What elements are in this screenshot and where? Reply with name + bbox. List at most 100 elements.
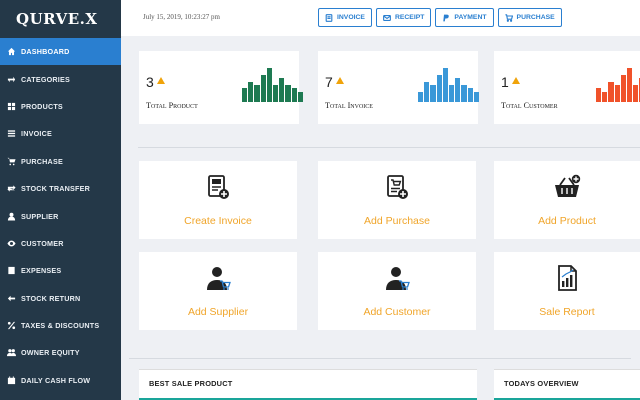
sparkline-chart: [596, 68, 640, 102]
sidebar-item-purchase[interactable]: PURCHASE: [0, 148, 121, 175]
sparkline-bar: [633, 85, 639, 102]
section-divider: [129, 358, 631, 359]
stat-card-total-product[interactable]: 3 Total Product: [139, 51, 303, 124]
panel-title: BEST SALE PRODUCT: [149, 379, 233, 388]
sparkline-bar: [279, 78, 285, 102]
receipt-button-label: RECEIPT: [394, 14, 425, 21]
add-supplier-tile[interactable]: Add Supplier: [139, 252, 297, 330]
create-invoice-icon: [208, 175, 229, 199]
percent-icon: [6, 321, 16, 331]
receipt-icon: [383, 14, 391, 21]
sidebar-item-owner-equity[interactable]: OWNER EQUITY: [0, 339, 121, 366]
section-divider: [138, 147, 640, 148]
trend-up-icon: [156, 77, 165, 84]
app-logo[interactable]: QURVE.X: [16, 10, 98, 28]
sidebar-item-label: EXPENSES: [21, 266, 62, 276]
sparkline-bar: [297, 91, 303, 102]
sparkline-bar: [442, 68, 448, 102]
add-customer-icon: [386, 267, 410, 290]
stat-label: Total Product: [146, 101, 198, 110]
purchase-button[interactable]: PURCHASE: [497, 8, 562, 27]
sparkline-bar: [291, 88, 297, 102]
sidebar-item-label: STOCK RETURN: [21, 293, 81, 303]
sidebar-item-label: DAILY CASH FLOW: [21, 375, 91, 385]
sidebar-item-label: SUPPLIER: [21, 211, 59, 221]
users-icon: [6, 348, 16, 358]
sidebar-item-supplier[interactable]: SUPPLIER: [0, 202, 121, 229]
invoice-button[interactable]: INVOICE: [318, 8, 372, 27]
sidebar-item-daily-cash-flow[interactable]: DAILY CASH FLOW: [0, 367, 121, 394]
sparkline-bar: [626, 68, 633, 102]
sparkline-chart: [418, 68, 484, 102]
sparkline-bar: [436, 74, 442, 102]
sparkline-bar: [620, 74, 626, 102]
sparkline-bar: [461, 85, 467, 102]
sidebar-item-label: OWNER EQUITY: [21, 348, 80, 358]
stat-number: 7: [325, 74, 333, 90]
best-sale-product-panel: BEST SALE PRODUCT: [139, 369, 477, 400]
payment-button[interactable]: PAYMENT: [435, 8, 494, 27]
tile-label: Add Product: [538, 215, 596, 227]
eye-icon: [6, 238, 16, 248]
sidebar-item-label: PURCHASE: [21, 156, 63, 166]
return-icon: [6, 293, 16, 303]
stat-label: Total Customer: [501, 101, 558, 110]
receipt-button[interactable]: RECEIPT: [375, 8, 432, 27]
sidebar-item-customer[interactable]: CUSTOMER: [0, 230, 121, 257]
stat-card-total-invoice[interactable]: 7 Total Invoice: [318, 51, 479, 124]
todays-overview-panel: TODAYS OVERVIEW: [494, 369, 640, 400]
sidebar-item-label: PRODUCTS: [21, 101, 63, 111]
add-purchase-tile[interactable]: Add Purchase: [318, 161, 476, 239]
sparkline-bar: [614, 85, 620, 102]
sidebar-item-invoice[interactable]: INVOICE: [0, 120, 121, 147]
sidebar-nav: DASHBOARD CATEGORIES PRODUCTS INVOICE PURCHA…: [0, 38, 121, 394]
sidebar-item-stock-transfer[interactable]: STOCK TRANSFER: [0, 175, 121, 202]
sparkline-bar: [424, 81, 430, 102]
sidebar-item-dashboard[interactable]: DASHBOARD: [0, 38, 121, 66]
trend-up-icon: [335, 77, 344, 84]
tile-label: Add Purchase: [364, 215, 430, 227]
sparkline-bar: [242, 88, 248, 102]
panel-accent-line: [139, 398, 477, 400]
sidebar: QURVE.X DASHBOARD CATEGORIES PRODUCTS INVOI…: [0, 0, 121, 400]
sidebar-item-label: TAXES & DISCOUNTS: [21, 321, 100, 331]
sparkline-bar: [596, 88, 602, 102]
sparkline-bar: [602, 91, 608, 102]
top-bar: July 15, 2019, 10:23:27 pm INVOICE RECEI…: [121, 0, 640, 36]
add-purchase-icon: [387, 175, 408, 199]
grid-icon: [6, 101, 16, 111]
stat-label: Total Invoice: [325, 101, 373, 110]
stat-value: 1: [501, 74, 520, 90]
sparkline-bar: [455, 78, 461, 102]
user-icon: [6, 211, 16, 221]
paypal-icon: [443, 14, 450, 21]
add-product-tile[interactable]: Add Product: [494, 161, 640, 239]
add-product-icon: [555, 174, 581, 197]
list-icon: [6, 129, 16, 139]
sidebar-item-stock-return[interactable]: STOCK RETURN: [0, 285, 121, 312]
sidebar-item-expenses[interactable]: EXPENSES: [0, 257, 121, 284]
sale-report-icon: [558, 265, 577, 291]
sparkline-bar: [260, 74, 266, 102]
transfer-icon: [6, 184, 16, 194]
tile-label: Add Customer: [363, 306, 431, 318]
sparkline-bar: [473, 91, 479, 102]
cart-icon: [6, 156, 16, 166]
purchase-button-label: PURCHASE: [516, 14, 555, 21]
stat-value: 7: [325, 74, 344, 90]
sparkline-bar: [254, 85, 260, 102]
sidebar-item-categories[interactable]: CATEGORIES: [0, 65, 121, 92]
panel-title: TODAYS OVERVIEW: [504, 379, 579, 388]
sale-report-tile[interactable]: Sale Report: [494, 252, 640, 330]
tile-label: Add Supplier: [187, 306, 249, 318]
stat-value: 3: [146, 74, 165, 90]
create-invoice-tile[interactable]: Create Invoice: [139, 161, 297, 239]
sparkline-bar: [608, 81, 614, 102]
sparkline-bar: [430, 85, 436, 102]
sidebar-item-taxes-discounts[interactable]: TAXES & DISCOUNTS: [0, 312, 121, 339]
trend-up-icon: [511, 77, 520, 84]
stat-card-total-customer[interactable]: 1 Total Customer: [494, 51, 640, 124]
sidebar-item-products[interactable]: PRODUCTS: [0, 93, 121, 120]
add-customer-tile[interactable]: Add Customer: [318, 252, 476, 330]
sidebar-item-label: STOCK TRANSFER: [21, 184, 90, 194]
